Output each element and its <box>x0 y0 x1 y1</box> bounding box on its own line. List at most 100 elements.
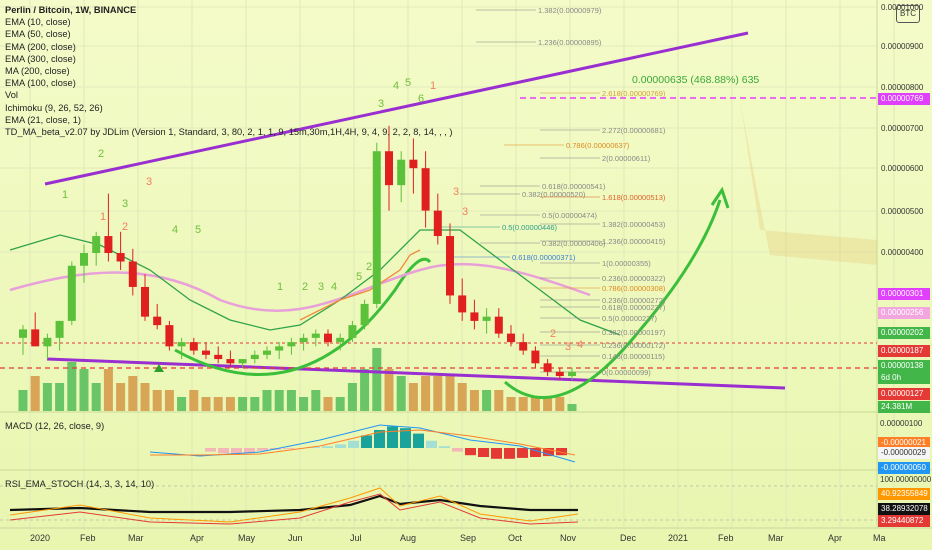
candle-body <box>141 286 149 317</box>
macd-histogram-bar <box>335 444 346 448</box>
volume-bar <box>79 369 89 411</box>
volume-bar <box>421 376 431 411</box>
volume-bar <box>225 397 235 411</box>
rsi-label[interactable]: RSI_EMA_STOCH (14, 3, 3, 14, 10) <box>5 479 155 489</box>
lower-trendline <box>46 357 786 390</box>
legend-item[interactable]: TD_MA_beta_v2.07 by JDLim (Version 1, St… <box>5 127 453 138</box>
fib-label: 0.5(0.00000227) <box>602 314 658 323</box>
volume-bar <box>530 397 540 411</box>
time-label: Mar <box>128 533 144 543</box>
ema-line <box>9 262 591 313</box>
volume-bar <box>469 390 479 411</box>
macd-histogram-bar <box>322 446 333 448</box>
time-label: Dec <box>620 533 637 543</box>
fib-label: 0.146(0.00000115) <box>602 352 665 361</box>
candlesticks <box>19 125 576 381</box>
macd-histogram-bar <box>244 448 255 453</box>
candle-body <box>67 265 76 321</box>
legend-item[interactable]: Ichimoku (9, 26, 52, 26) <box>5 102 103 113</box>
macd-price-label: -0.00000021 <box>878 437 930 449</box>
legend-item[interactable]: EMA (21, close, 1) <box>5 114 81 125</box>
chart-title[interactable]: Perlin / Bitcoin, 1W, BINANCE <box>5 5 137 15</box>
legend-item[interactable]: Vol <box>5 90 18 101</box>
macd-histogram-bar <box>205 448 216 452</box>
candle-body <box>214 354 223 360</box>
overlay-lines <box>0 31 877 399</box>
fib-label: 0.5(0.00000474) <box>542 211 598 220</box>
volume-bar <box>91 383 101 411</box>
macd-histogram-bar <box>556 448 567 456</box>
macd-histogram-bar <box>387 426 398 448</box>
time-label: Feb <box>80 533 96 543</box>
price-label: 0.00000187 <box>878 345 930 357</box>
macd-histogram-bar <box>452 448 463 452</box>
candle-body <box>287 342 296 347</box>
rsi-price-label: 100.00000000 <box>880 475 932 484</box>
fib-label: 0(0.00000099) <box>602 368 651 377</box>
candle-body <box>360 303 369 326</box>
buy-arrow <box>154 364 164 372</box>
volume-bar <box>335 397 345 411</box>
rsi-price-label: 3.29440872 <box>878 515 930 527</box>
fib-label: 0.236(0.00000172) <box>602 341 666 350</box>
fib-label: 1(0.00000355) <box>602 259 651 268</box>
candle-body <box>507 333 515 343</box>
legend-item[interactable]: EMA (200, close) <box>5 41 76 52</box>
candle-body <box>433 210 442 237</box>
volume-bar <box>116 383 126 411</box>
macd-histogram-bar <box>504 448 515 459</box>
td-count-green: 2 <box>98 148 104 160</box>
td-count-red: 2 <box>122 221 128 233</box>
volume-bar <box>360 369 370 411</box>
fib-label: 1.236(0.00000415) <box>602 237 666 246</box>
candle-body <box>519 342 528 351</box>
time-label: May <box>238 533 256 543</box>
volume-bar <box>299 397 309 411</box>
macd-label[interactable]: MACD (12, 26, close, 9) <box>5 421 105 431</box>
macd-panel <box>149 424 576 463</box>
legend-item[interactable]: EMA (300, close) <box>5 53 76 64</box>
macd-histogram-bar <box>309 447 320 448</box>
price-label: 0.00000301 <box>878 288 930 300</box>
volume-bar <box>55 383 65 411</box>
currency-badge[interactable]: BTC <box>896 5 920 23</box>
candle-body <box>299 337 308 343</box>
volume-bar <box>347 383 357 411</box>
macd-histogram-bar <box>465 448 476 456</box>
fib-label: 1.382(0.00000453) <box>602 220 666 229</box>
candle-body <box>250 354 259 360</box>
price-tick: 0.00000500 <box>881 207 924 216</box>
td-count-red: 3 <box>453 186 459 198</box>
time-label: Sep <box>460 533 477 543</box>
candle-body <box>43 337 52 347</box>
fib-label: 2(0.00000611) <box>602 154 651 163</box>
candle-body <box>202 350 210 355</box>
legend-item[interactable]: EMA (100, close) <box>5 78 76 89</box>
td-count-red: 2 <box>550 328 556 340</box>
macd-histogram-bar <box>530 448 541 457</box>
macd-histogram-bar <box>400 428 411 448</box>
candle-body <box>324 333 332 343</box>
time-label: Jul <box>350 533 362 543</box>
macd-price-label: 0.00000100 <box>880 419 923 428</box>
macd-price-label: -0.00000050 <box>878 462 930 474</box>
td-count-red: 1 <box>430 80 436 92</box>
volume-bar <box>128 376 138 411</box>
volume-bar <box>262 390 272 411</box>
candle-body <box>421 168 430 211</box>
candle-body <box>165 325 174 347</box>
td-count-green: 6 <box>418 93 424 105</box>
macd-histogram-bar <box>361 435 372 448</box>
volume-bar <box>30 376 40 411</box>
volume-bar <box>445 376 455 411</box>
candle-body <box>348 325 357 338</box>
legend-item[interactable]: EMA (50, close) <box>5 29 71 40</box>
td-count-green: 4 <box>172 224 178 236</box>
legend-item[interactable]: EMA (10, close) <box>5 17 71 28</box>
legend-item[interactable]: MA (200, close) <box>5 66 70 77</box>
time-label: Jun <box>288 533 303 543</box>
candle-body <box>494 316 503 334</box>
arrow-head <box>710 186 730 209</box>
price-label: 24.381M <box>878 401 930 413</box>
